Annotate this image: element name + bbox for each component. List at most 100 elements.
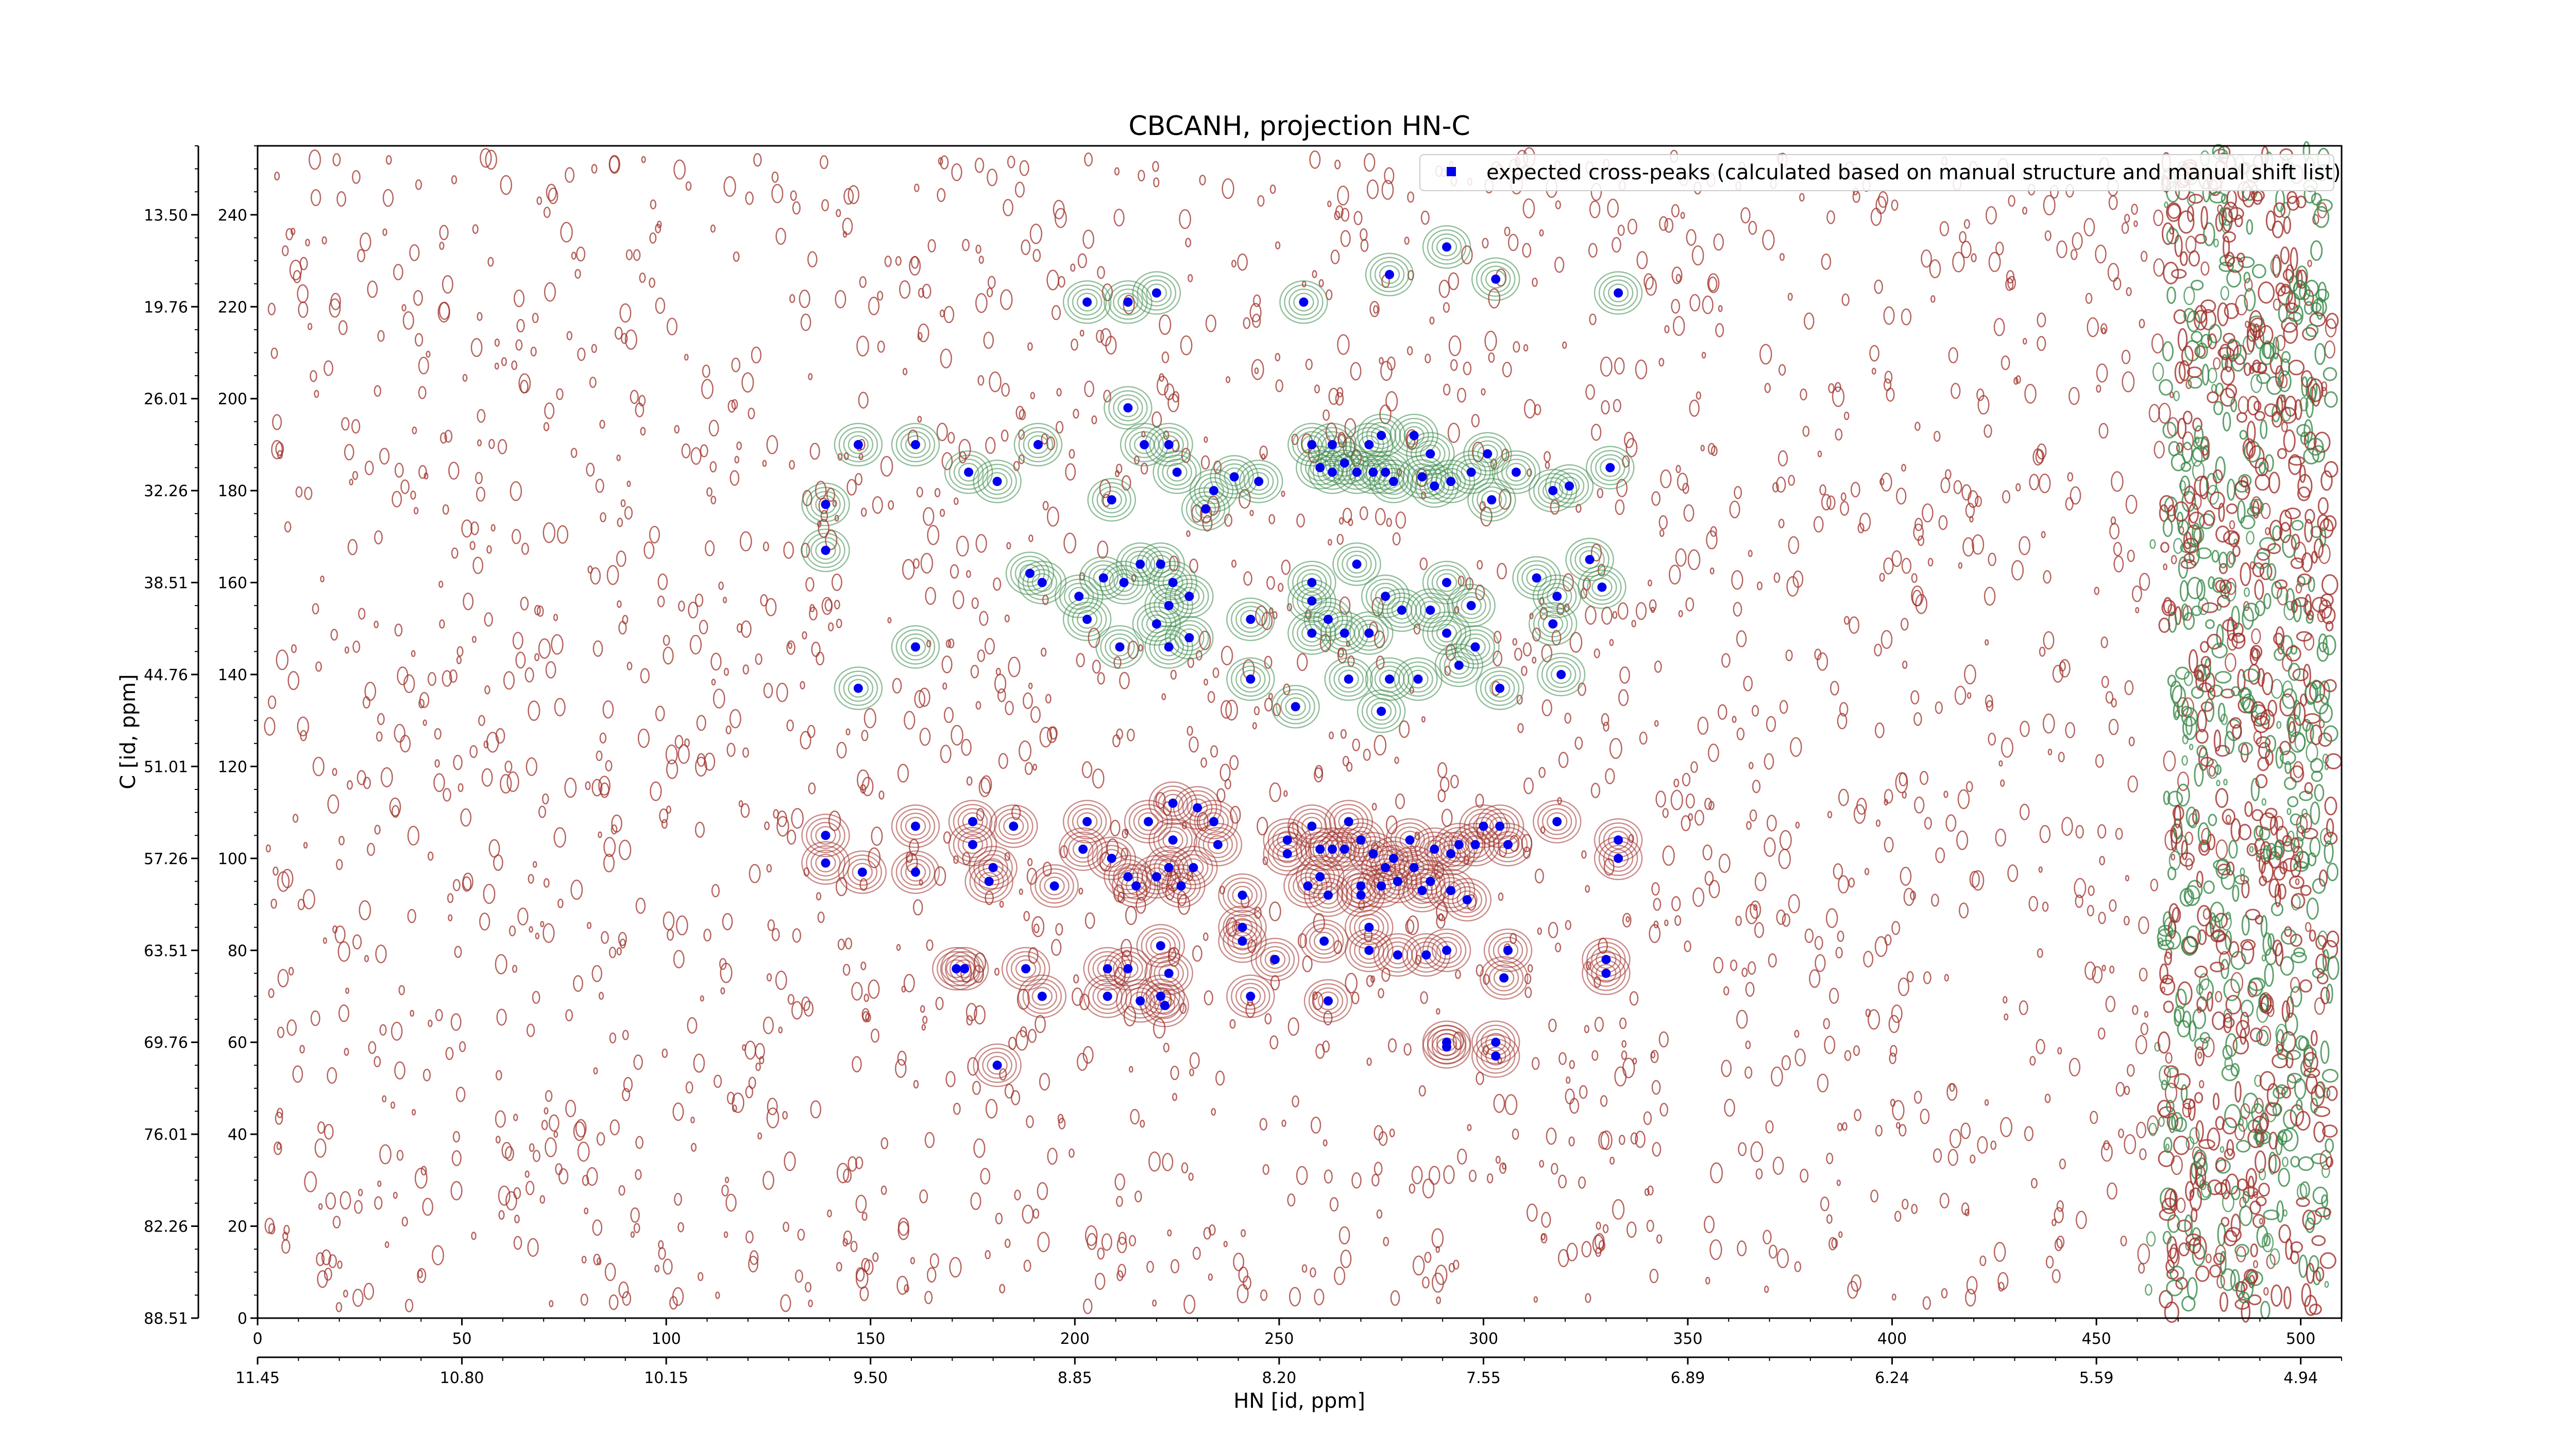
noise-contour — [1205, 314, 1216, 332]
noise-contour — [1993, 317, 2005, 336]
noise-contour — [640, 668, 650, 684]
noise-contour — [1827, 811, 1833, 819]
noise-contour — [324, 1124, 334, 1140]
noise-contour — [1581, 850, 1587, 859]
noise-contour — [619, 303, 632, 323]
edge-noise-contour — [2200, 299, 2216, 313]
noise-contour — [2140, 1022, 2148, 1035]
noise-contour — [347, 539, 358, 555]
noise-contour — [1243, 317, 1251, 329]
peak-contour — [1313, 987, 1344, 1015]
peak-contour — [1301, 817, 1323, 836]
peak-contour — [1426, 869, 1476, 913]
peak-contour — [1460, 633, 1490, 661]
edge-noise-contour — [2206, 991, 2213, 1012]
edge-noise-contour — [2304, 782, 2313, 795]
noise-contour — [945, 1071, 956, 1087]
peak-contour — [1104, 280, 1153, 324]
edge-noise-contour — [2319, 1252, 2336, 1269]
noise-contour — [1766, 815, 1777, 832]
edge-noise-contour — [2242, 1191, 2250, 1204]
peak-contour — [852, 863, 873, 882]
peak-contour — [1423, 839, 1445, 859]
noise-contour — [1153, 1018, 1166, 1039]
noise-contour — [1180, 335, 1193, 356]
noise-contour — [800, 731, 811, 750]
noise-contour — [374, 824, 381, 835]
noise-contour — [650, 199, 656, 210]
peak-contour — [1150, 554, 1172, 574]
noise-contour — [678, 600, 685, 612]
noise-contour — [1032, 764, 1038, 771]
edge-noise-contour — [2179, 251, 2188, 266]
noise-contour — [1168, 555, 1179, 572]
noise-contour — [748, 408, 755, 419]
edge-noise-contour — [2293, 280, 2308, 300]
noise-contour — [304, 486, 313, 500]
edge-noise-contour — [2184, 485, 2196, 504]
noise-contour — [762, 1171, 774, 1190]
noise-contour — [1162, 1153, 1174, 1171]
noise-contour — [427, 851, 434, 861]
edge-noise-contour — [2302, 1052, 2318, 1073]
noise-contour — [1471, 414, 1480, 428]
noise-contour — [2094, 586, 2099, 595]
edge-noise-contour — [2290, 1241, 2303, 1253]
noise-contour — [1965, 1288, 1976, 1307]
edge-noise-contour — [2315, 953, 2327, 973]
edge-noise-contour — [2244, 288, 2256, 312]
noise-contour — [792, 928, 802, 943]
noise-contour — [1685, 793, 1695, 808]
cross-peak-point — [1552, 817, 1562, 827]
peak-contour — [806, 845, 845, 881]
noise-contour — [935, 997, 944, 1010]
noise-contour — [979, 611, 989, 626]
peak-contour — [1232, 885, 1253, 905]
noise-contour — [414, 1167, 428, 1189]
peak-contour — [1125, 550, 1156, 578]
noise-contour — [1764, 753, 1774, 770]
edge-noise-contour — [2283, 1286, 2292, 1309]
edge-noise-contour — [2243, 1092, 2259, 1114]
noise-contour — [265, 844, 271, 853]
noise-contour — [461, 519, 473, 538]
peak-contour — [1181, 487, 1230, 531]
noise-contour — [877, 340, 885, 353]
noise-contour — [1615, 499, 1625, 515]
edge-noise-contour — [2181, 840, 2188, 861]
noise-contour — [2131, 204, 2138, 215]
legend-label: expected cross-peaks (calculated based o… — [1486, 161, 2341, 184]
noise-contour — [1327, 538, 1332, 546]
noise-contour — [1004, 1238, 1011, 1248]
peak-contour — [1097, 987, 1118, 1006]
noise-contour — [972, 1081, 981, 1095]
noise-contour — [1056, 388, 1062, 397]
peak-contour — [1154, 592, 1184, 619]
edge-noise-contour — [2306, 897, 2319, 920]
noise-contour — [2011, 560, 2024, 581]
edge-noise-contour — [2183, 612, 2195, 630]
peak-contour — [1030, 864, 1079, 908]
peak-contour — [1144, 625, 1193, 669]
edge-noise-contour — [2221, 1178, 2231, 1200]
noise-contour — [1823, 1018, 1831, 1030]
noise-contour — [344, 646, 349, 654]
edge-noise-contour — [2246, 843, 2258, 856]
noise-contour — [442, 275, 453, 294]
legend-box — [1419, 154, 2334, 191]
noise-contour — [742, 747, 749, 758]
noise-contour — [914, 689, 926, 709]
noise-contour — [340, 1191, 351, 1210]
peak-contour — [1116, 868, 1156, 904]
noise-contour — [337, 941, 350, 962]
noise-contour — [1804, 928, 1814, 943]
cross-peak-point — [1164, 968, 1174, 978]
noise-contour — [842, 1238, 848, 1247]
noise-contour — [543, 422, 550, 432]
edge-noise-contour — [2309, 680, 2326, 703]
noise-contour — [299, 257, 308, 271]
y-tick-label: 100 — [218, 850, 247, 868]
noise-contour — [362, 696, 370, 709]
edge-noise-contour — [2230, 818, 2241, 842]
noise-contour — [1310, 1267, 1316, 1278]
